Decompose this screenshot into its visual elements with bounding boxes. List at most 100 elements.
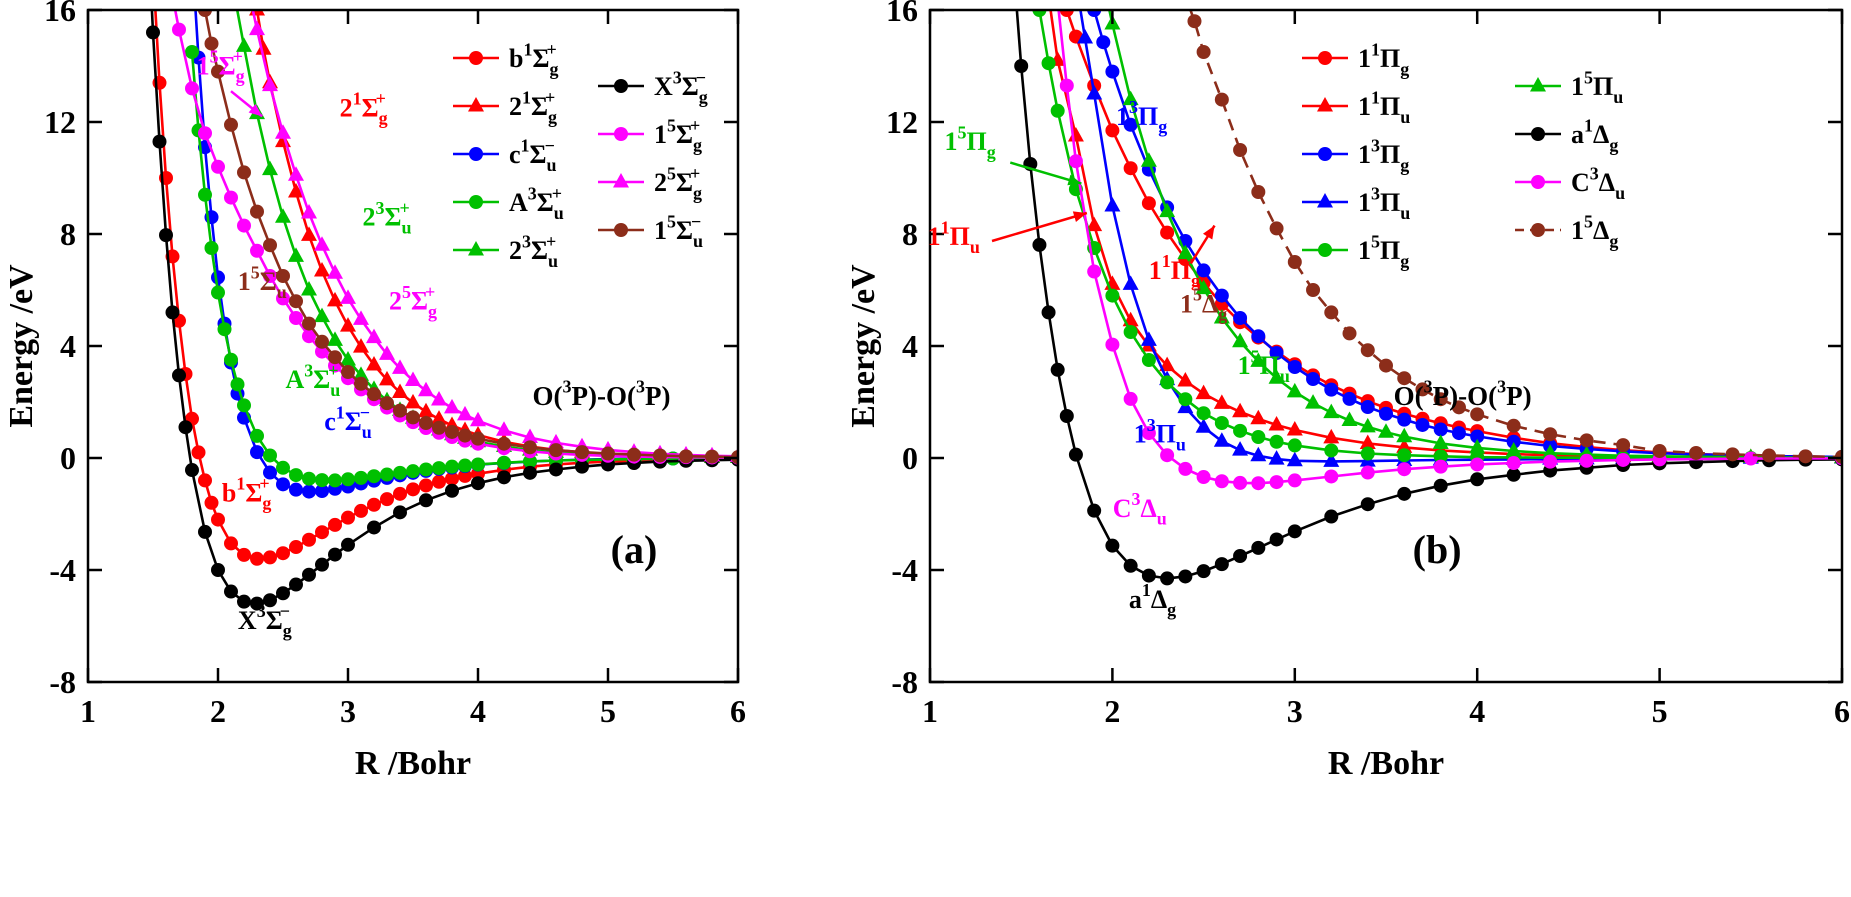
legend-label-1_5Sigma_g+: 15Σg+ <box>654 115 702 155</box>
label-part: 1 <box>236 474 245 494</box>
label-part: a <box>1129 585 1142 614</box>
label-part: g <box>283 621 292 641</box>
data-marker-circle <box>1032 10 1047 17</box>
label-part: 3 <box>1371 135 1380 155</box>
data-marker-triangle <box>1542 444 1559 459</box>
data-marker-triangle <box>1159 202 1176 218</box>
data-marker-circle <box>289 294 303 309</box>
data-marker-triangle <box>1268 450 1285 465</box>
data-marker-triangle <box>431 391 447 406</box>
data-marker-circle <box>341 472 355 487</box>
annotation: 15Δg <box>1180 285 1227 325</box>
label-part: u <box>1400 203 1410 223</box>
label-part: 3 <box>1497 377 1506 397</box>
data-marker-circle <box>1105 538 1120 553</box>
data-marker-circle <box>1178 461 1193 476</box>
data-marker-triangle <box>457 405 473 421</box>
y-tick-label: 4 <box>60 328 76 364</box>
data-marker-triangle <box>288 247 304 262</box>
y-tick-label: -8 <box>891 664 918 700</box>
data-marker-triangle <box>236 37 252 52</box>
label-part: g <box>693 183 702 203</box>
data-marker-circle <box>1059 78 1074 93</box>
data-marker-triangle <box>1396 427 1413 443</box>
label-part: + <box>376 89 386 109</box>
label-part: u <box>1615 183 1625 203</box>
data-marker-circle <box>276 291 290 306</box>
data-marker-circle <box>1433 478 1448 493</box>
label-part: Σ <box>676 216 693 245</box>
data-marker-triangle <box>1469 438 1486 454</box>
data-marker-circle <box>211 285 225 300</box>
data-marker-circle <box>419 478 433 493</box>
annotation-arrow-line <box>991 211 1088 243</box>
label-part: u <box>1176 434 1186 454</box>
data-marker-circle <box>341 537 355 552</box>
data-marker-triangle <box>249 20 265 36</box>
data-marker-triangle <box>418 381 434 397</box>
data-marker-circle <box>224 117 238 132</box>
label-part: 1 <box>197 51 210 80</box>
data-marker-triangle <box>1396 438 1413 453</box>
legend-label-2_3Sigma_u+: 23Σu+ <box>509 231 558 270</box>
data-marker-circle <box>1324 305 1339 320</box>
data-marker-circle <box>1233 143 1248 157</box>
label-part: u <box>1613 87 1623 107</box>
data-marker-circle <box>198 473 212 488</box>
label-part: u <box>277 282 287 302</box>
data-marker-circle <box>328 547 342 562</box>
label-part: 5 <box>667 115 676 135</box>
data-marker-circle <box>575 459 589 474</box>
label-part: 1 <box>1358 44 1371 73</box>
label-part: 1 <box>1571 72 1584 101</box>
label-part: 1 <box>654 120 667 149</box>
data-marker-circle <box>1141 426 1156 441</box>
x-tick-label: 5 <box>1652 693 1668 729</box>
x-tick-label: 4 <box>1469 693 1485 729</box>
data-marker-circle <box>354 470 368 485</box>
data-marker-circle <box>1087 10 1102 17</box>
data-marker-triangle <box>496 421 512 436</box>
data-marker-circle <box>458 458 472 473</box>
data-marker-triangle <box>1323 452 1340 467</box>
data-marker-circle <box>1506 456 1521 471</box>
label-part: + <box>233 47 243 67</box>
y-axis-label: Energy /eV <box>3 264 40 428</box>
data-marker-circle <box>1041 56 1056 71</box>
label-part: u <box>693 231 703 251</box>
data-marker-circle <box>1214 288 1229 303</box>
data-marker-circle <box>1014 59 1029 73</box>
y-tick-label: 16 <box>886 0 918 28</box>
data-marker-triangle <box>288 166 304 181</box>
data-marker-triangle <box>327 291 343 307</box>
data-marker-triangle <box>1341 411 1358 426</box>
y-tick-label: 0 <box>902 440 918 476</box>
data-marker-circle <box>1251 540 1266 555</box>
label-part: Σ <box>676 120 693 149</box>
label-part: − <box>360 402 370 422</box>
data-marker-triangle <box>1104 197 1121 212</box>
label-part: Σ <box>532 44 549 73</box>
data-marker-circle <box>289 468 303 483</box>
data-marker-circle <box>1214 416 1229 430</box>
data-marker-circle <box>354 376 368 391</box>
label-part: C <box>1571 168 1590 197</box>
label-part: Δ <box>1202 289 1218 318</box>
label-part: Σ <box>313 365 330 394</box>
label-part: + <box>690 163 700 183</box>
data-marker-circle <box>1531 127 1545 141</box>
data-marker-circle <box>1397 448 1412 463</box>
legend-entry-C3Delta_u: C3Δu <box>1515 163 1625 203</box>
data-marker-circle <box>1306 372 1321 387</box>
data-marker-circle <box>1214 92 1229 107</box>
annotation: 15Πu <box>1238 346 1290 386</box>
label-part: g <box>699 87 708 107</box>
series-line-C3Delta_u <box>1057 10 1842 485</box>
data-marker-circle <box>549 462 563 477</box>
label-part: u <box>547 155 557 175</box>
label-part: Π <box>1380 140 1400 169</box>
data-marker-circle <box>1269 221 1284 236</box>
data-marker-circle <box>1269 434 1284 449</box>
label-part: 3 <box>1131 489 1140 509</box>
data-marker-circle <box>1360 465 1375 480</box>
